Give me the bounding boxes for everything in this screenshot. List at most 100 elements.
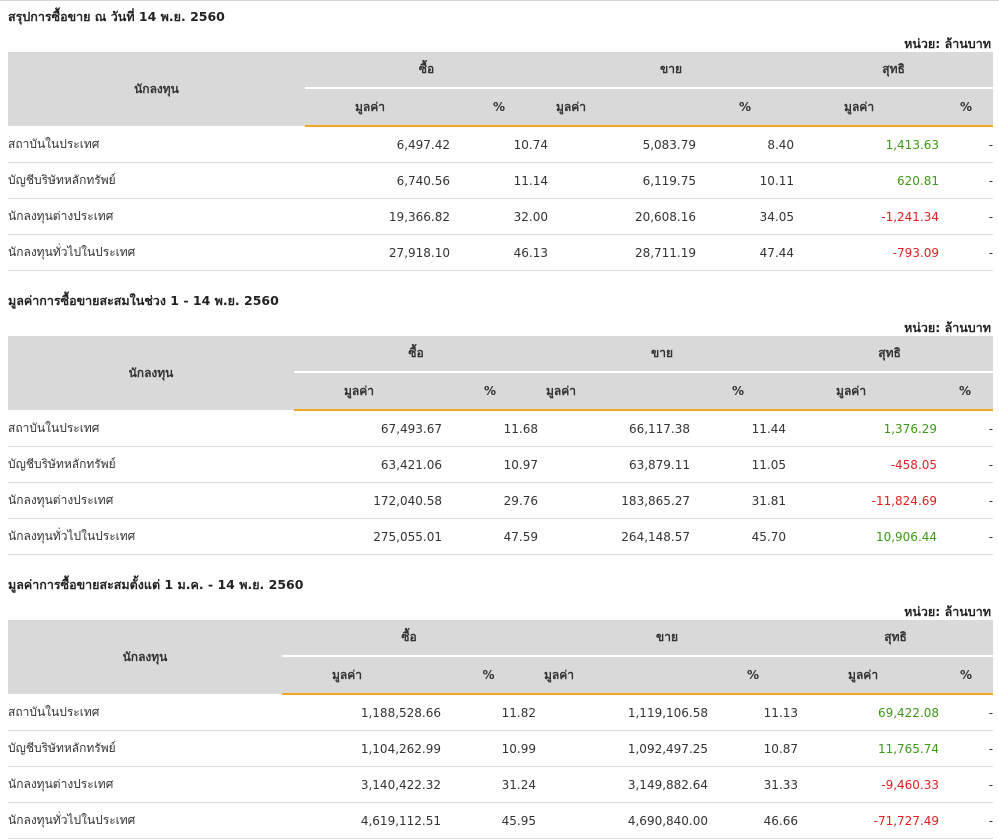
table-row: สถาบันในประเทศ 6,497.42 10.74 5,083.79 8… — [8, 126, 994, 163]
net-value: 1,376.29 — [786, 410, 938, 447]
header-buy: ซื้อ — [282, 620, 537, 656]
net-percent: - — [939, 730, 994, 767]
header-sell-value: มูลค่า — [538, 371, 691, 411]
investor-name: สถาบันในประเทศ — [8, 410, 294, 447]
buy-value: 1,188,528.66 — [282, 694, 441, 731]
net-value: -11,824.69 — [786, 482, 938, 519]
header-sell-percent: % — [690, 371, 787, 411]
net-percent: - — [937, 446, 994, 483]
net-value: 69,422.08 — [798, 694, 940, 731]
sell-value: 4,690,840.00 — [536, 802, 709, 839]
buy-percent: 46.13 — [450, 234, 549, 271]
header-buy-percent: % — [450, 87, 549, 127]
buy-percent: 47.59 — [442, 518, 539, 555]
sell-percent: 45.70 — [690, 518, 787, 555]
sell-percent: 11.13 — [708, 694, 799, 731]
net-percent: - — [937, 482, 994, 519]
sell-percent: 34.05 — [696, 198, 795, 235]
header-buy: ซื้อ — [305, 52, 549, 88]
table-row: บัญชีบริษัทหลักทรัพย์ 63,421.06 10.97 63… — [8, 446, 994, 483]
section-title: มูลค่าการซื้อขายสะสมตั้งแต่ 1 ม.ค. - 14 … — [8, 577, 304, 592]
buy-value: 275,055.01 — [294, 518, 442, 555]
buy-value: 3,140,422.32 — [282, 766, 441, 803]
net-percent: - — [939, 126, 994, 163]
table-row: บัญชีบริษัทหลักทรัพย์ 6,740.56 11.14 6,1… — [8, 162, 994, 199]
header-net-percent: % — [937, 371, 994, 411]
sell-percent: 10.87 — [708, 730, 799, 767]
sell-value: 28,711.19 — [548, 234, 697, 271]
buy-value: 63,421.06 — [294, 446, 442, 483]
net-percent: - — [939, 766, 994, 803]
table-row: บัญชีบริษัทหลักทรัพย์ 1,104,262.99 10.99… — [8, 730, 994, 767]
table-row: นักลงทุนต่างประเทศ 172,040.58 29.76 183,… — [8, 482, 994, 519]
trading-summary-table: นักลงทุน ซื้อ ขาย สุทธิ มูลค่า % มูลค่า … — [8, 620, 994, 839]
investor-name: สถาบันในประเทศ — [8, 126, 305, 163]
sell-value: 183,865.27 — [538, 482, 691, 519]
sell-value: 63,879.11 — [538, 446, 691, 483]
buy-value: 27,918.10 — [305, 234, 450, 271]
net-value: 10,906.44 — [786, 518, 938, 555]
header-sell: ขาย — [538, 336, 787, 372]
header-investor: นักลงทุน — [8, 336, 294, 410]
investor-name: บัญชีบริษัทหลักทรัพย์ — [8, 446, 294, 483]
investor-name: นักลงทุนต่างประเทศ — [8, 198, 305, 235]
net-value: -793.09 — [794, 234, 940, 271]
buy-value: 6,497.42 — [305, 126, 450, 163]
net-percent: - — [939, 802, 994, 839]
header-buy: ซื้อ — [294, 336, 539, 372]
net-percent: - — [939, 162, 994, 199]
buy-value: 4,619,112.51 — [282, 802, 441, 839]
buy-percent: 10.99 — [441, 730, 537, 767]
top-divider — [0, 0, 999, 1]
net-value: 620.81 — [794, 162, 940, 199]
buy-percent: 32.00 — [450, 198, 549, 235]
header-buy-percent: % — [442, 371, 539, 411]
header-buy-percent: % — [441, 655, 537, 695]
sell-value: 3,149,882.64 — [536, 766, 709, 803]
net-value: -71,727.49 — [798, 802, 940, 839]
header-sell-value: มูลค่า — [536, 655, 709, 695]
investor-name: บัญชีบริษัทหลักทรัพย์ — [8, 730, 282, 767]
buy-percent: 11.14 — [450, 162, 549, 199]
buy-value: 19,366.82 — [305, 198, 450, 235]
net-value: -458.05 — [786, 446, 938, 483]
investor-name: นักลงทุนทั่วไปในประเทศ — [8, 802, 282, 839]
header-net: สุทธิ — [794, 52, 994, 88]
header-net: สุทธิ — [798, 620, 994, 656]
investor-name: สถาบันในประเทศ — [8, 694, 282, 731]
header-investor: นักลงทุน — [8, 620, 282, 694]
sell-value: 1,119,106.58 — [536, 694, 709, 731]
table-row: นักลงทุนทั่วไปในประเทศ 27,918.10 46.13 2… — [8, 234, 994, 271]
table-row: นักลงทุนทั่วไปในประเทศ 275,055.01 47.59 … — [8, 518, 994, 555]
table-row: สถาบันในประเทศ 1,188,528.66 11.82 1,119,… — [8, 694, 994, 731]
header-net-percent: % — [939, 655, 994, 695]
sell-percent: 8.40 — [696, 126, 795, 163]
sell-value: 5,083.79 — [548, 126, 697, 163]
net-value: 1,413.63 — [794, 126, 940, 163]
header-buy-value: มูลค่า — [294, 371, 442, 411]
investor-name: นักลงทุนทั่วไปในประเทศ — [8, 518, 294, 555]
net-percent: - — [939, 234, 994, 271]
buy-percent: 11.68 — [442, 410, 539, 447]
sell-value: 20,608.16 — [548, 198, 697, 235]
table-row: นักลงทุนทั่วไปในประเทศ 4,619,112.51 45.9… — [8, 802, 994, 839]
buy-percent: 29.76 — [442, 482, 539, 519]
sell-percent: 31.81 — [690, 482, 787, 519]
sell-value: 66,117.38 — [538, 410, 691, 447]
table-row: สถาบันในประเทศ 67,493.67 11.68 66,117.38… — [8, 410, 994, 447]
net-value: -9,460.33 — [798, 766, 940, 803]
unit-label: หน่วย: ล้านบาท — [904, 36, 991, 51]
buy-percent: 45.95 — [441, 802, 537, 839]
section-title: มูลค่าการซื้อขายสะสมในช่วง 1 - 14 พ.ย. 2… — [8, 293, 279, 308]
net-percent: - — [939, 198, 994, 235]
header-investor: นักลงทุน — [8, 52, 305, 126]
buy-value: 67,493.67 — [294, 410, 442, 447]
buy-value: 172,040.58 — [294, 482, 442, 519]
net-value: 11,765.74 — [798, 730, 940, 767]
table-row: นักลงทุนต่างประเทศ 19,366.82 32.00 20,60… — [8, 198, 994, 235]
net-value: -1,241.34 — [794, 198, 940, 235]
net-percent: - — [937, 518, 994, 555]
net-percent: - — [937, 410, 994, 447]
buy-percent: 31.24 — [441, 766, 537, 803]
header-sell-value: มูลค่า — [548, 87, 697, 127]
